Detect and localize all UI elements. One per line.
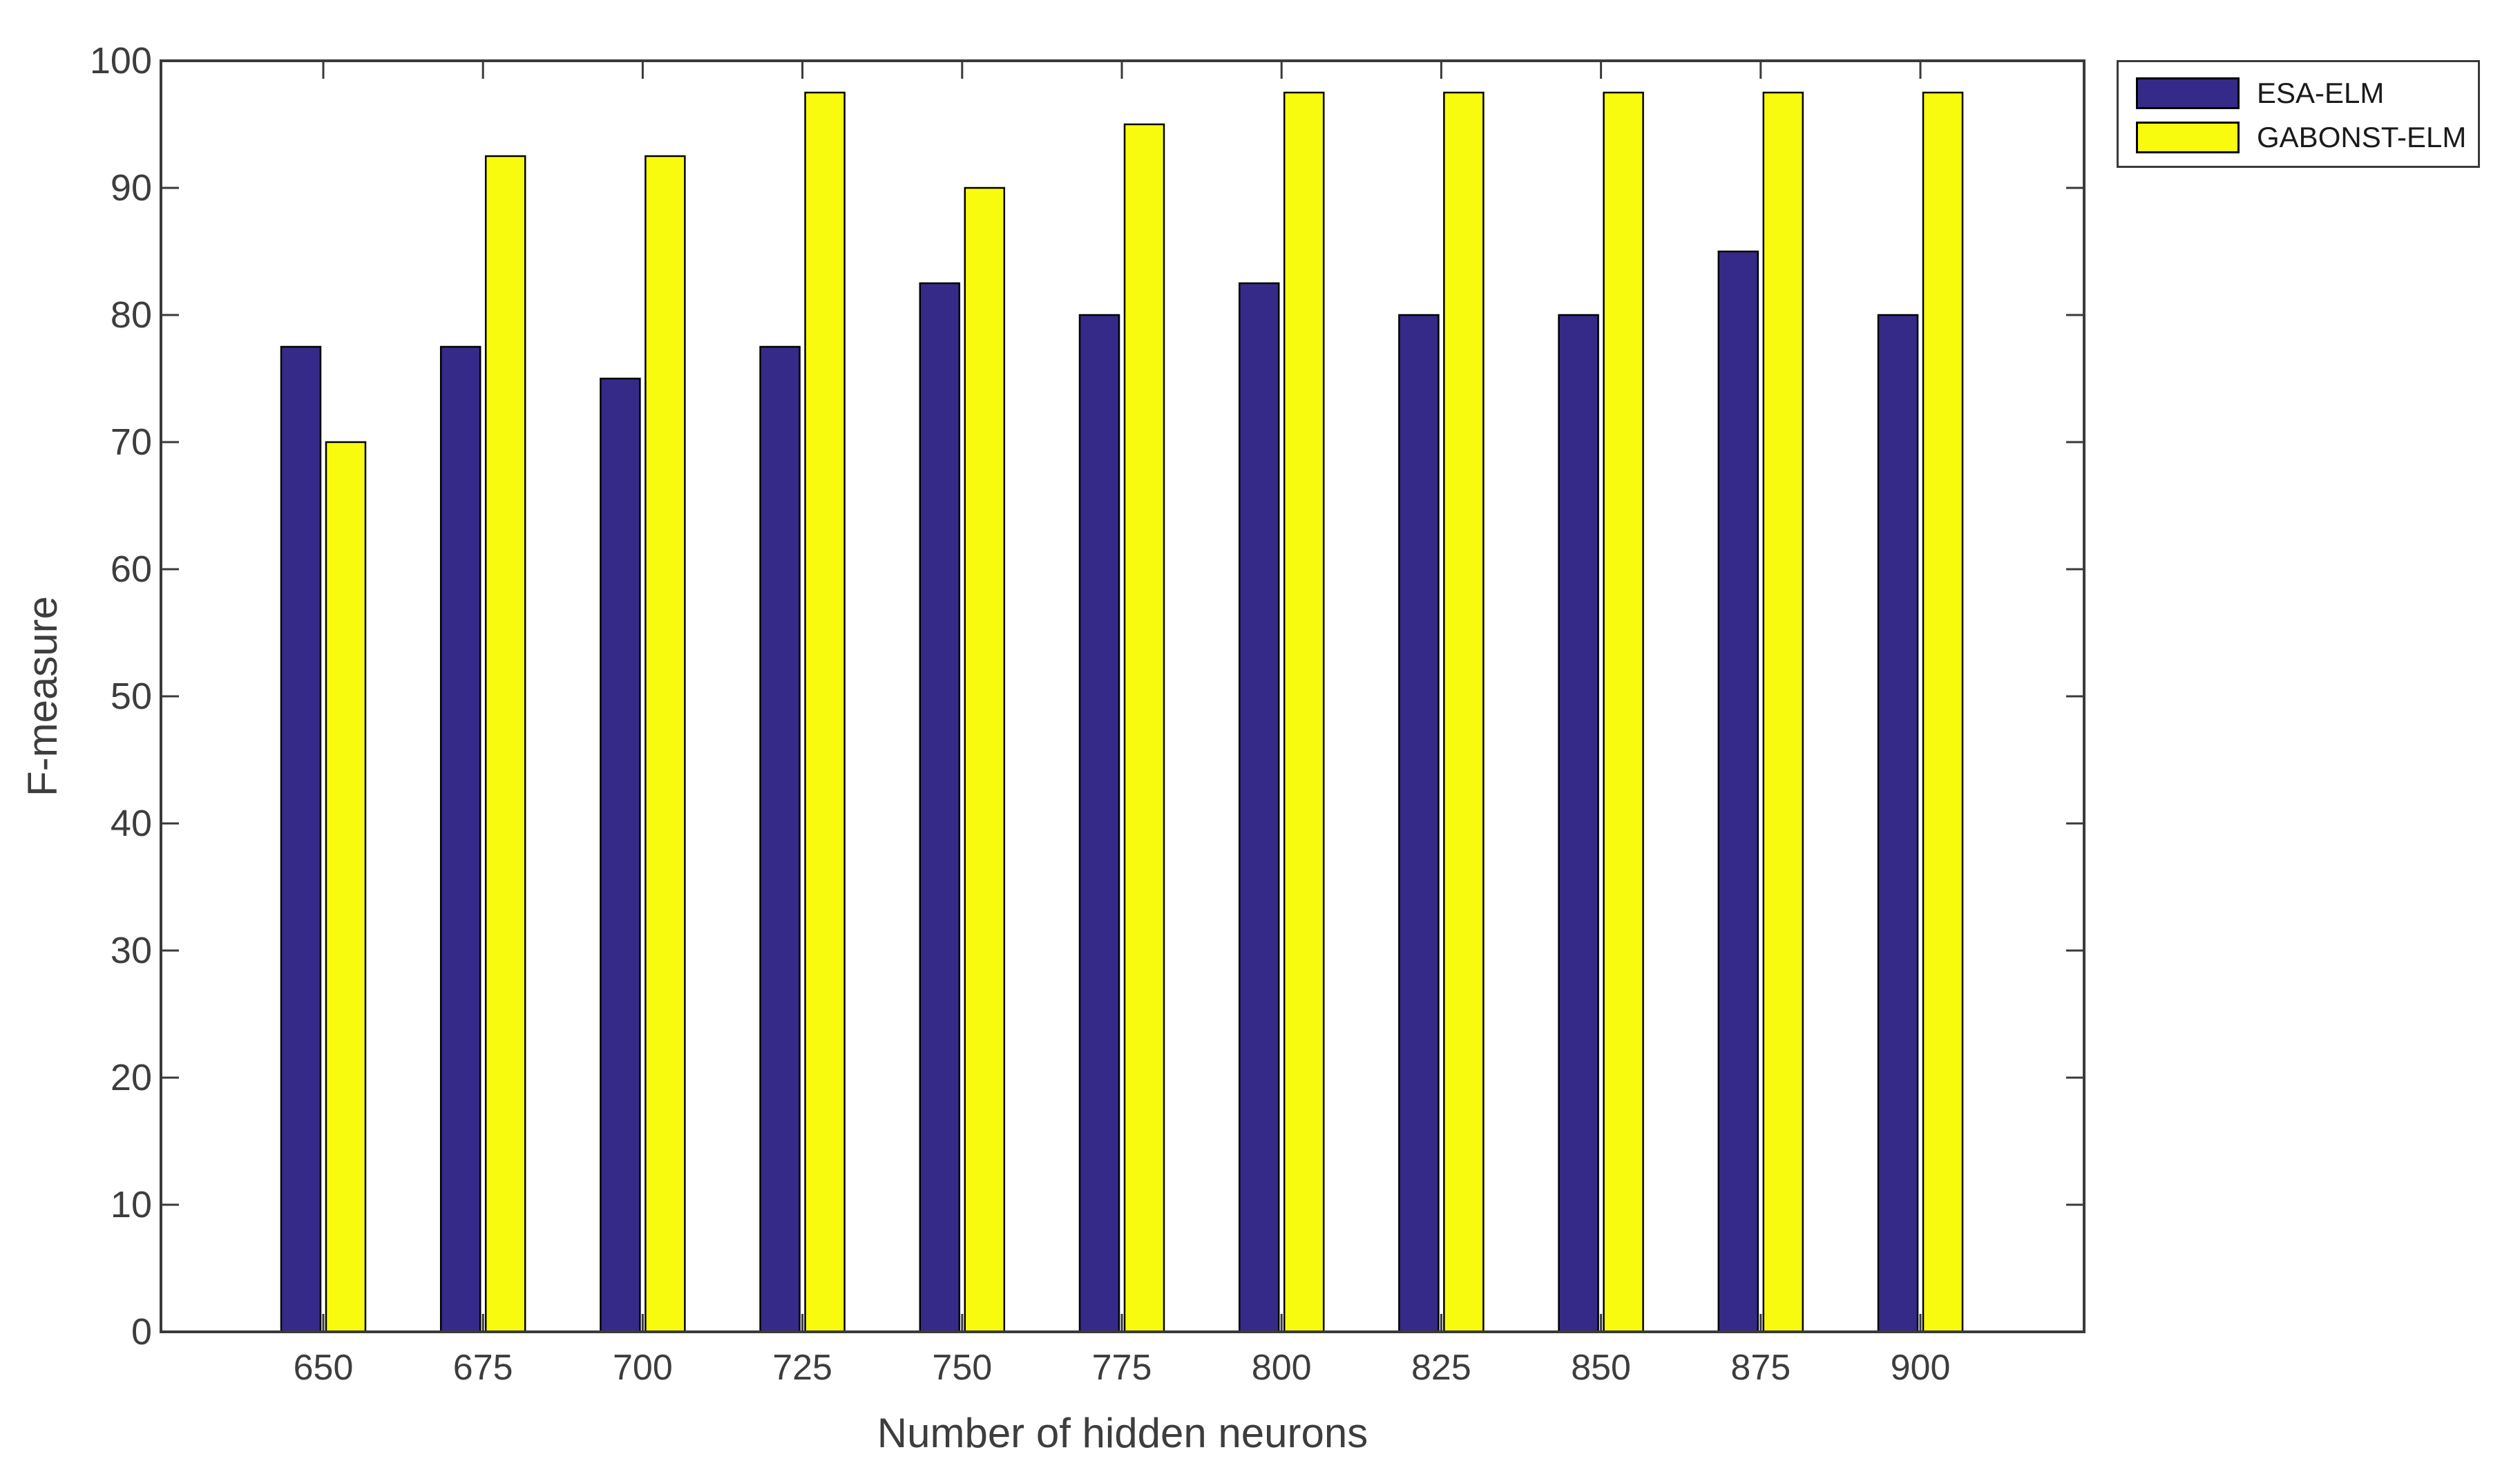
x-tick-label-800: 800 — [1251, 1348, 1312, 1388]
y-tick-label-0: 0 — [131, 1311, 152, 1353]
y-axis-title: F-measure — [19, 595, 66, 797]
bar-gabonst-elm-850 — [1603, 91, 1644, 1333]
bar-esa-elm-750 — [919, 282, 961, 1333]
x-tick-label-850: 850 — [1571, 1348, 1631, 1388]
legend: ESA-ELM GABONST-ELM — [2117, 60, 2480, 168]
bar-gabonst-elm-700 — [645, 155, 686, 1333]
bar-esa-elm-850 — [1558, 314, 1599, 1333]
bar-gabonst-elm-875 — [1762, 91, 1804, 1333]
y-tick-label-10: 10 — [110, 1184, 152, 1225]
bar-gabonst-elm-825 — [1443, 91, 1485, 1333]
x-tick-label-675: 675 — [452, 1348, 513, 1388]
x-tick-label-650: 650 — [293, 1348, 354, 1388]
y-tick-label-70: 70 — [110, 421, 152, 463]
bar-gabonst-elm-775 — [1123, 123, 1165, 1333]
bar-esa-elm-675 — [439, 345, 481, 1333]
legend-row-esa-elm: ESA-ELM — [2119, 77, 2478, 112]
bar-esa-elm-900 — [1877, 314, 1919, 1333]
bar-gabonst-elm-750 — [964, 187, 1006, 1333]
bar-esa-elm-775 — [1078, 314, 1120, 1333]
x-tick-label-775: 775 — [1091, 1348, 1152, 1388]
bar-gabonst-elm-800 — [1283, 91, 1325, 1333]
legend-row-gabonst-elm: GABONST-ELM — [2119, 122, 2478, 156]
y-tick-label-80: 80 — [110, 294, 152, 336]
plot-area — [160, 59, 2085, 1333]
bar-gabonst-elm-675 — [484, 155, 526, 1333]
y-tick-label-90: 90 — [110, 167, 152, 209]
bar-gabonst-elm-650 — [325, 441, 367, 1333]
y-tick-label-100: 100 — [89, 40, 152, 82]
x-tick-label-750: 750 — [932, 1348, 993, 1388]
legend-label-gabonst-elm: GABONST-ELM — [2257, 121, 2467, 153]
x-tick-label-725: 725 — [772, 1348, 832, 1388]
legend-swatch-gabonst-elm — [2136, 122, 2240, 153]
y-tick-label-60: 60 — [110, 548, 152, 590]
bar-esa-elm-825 — [1398, 314, 1440, 1333]
bar-esa-elm-650 — [280, 345, 322, 1333]
bar-gabonst-elm-900 — [1922, 91, 1964, 1333]
bar-esa-elm-875 — [1717, 250, 1759, 1333]
y-tick-label-20: 20 — [110, 1057, 152, 1098]
y-tick-label-50: 50 — [110, 676, 152, 717]
bar-esa-elm-725 — [759, 345, 801, 1333]
x-tick-label-900: 900 — [1890, 1348, 1951, 1388]
x-axis-title: Number of hidden neurons — [877, 1410, 1368, 1456]
legend-label-esa-elm: ESA-ELM — [2257, 77, 2385, 109]
bar-esa-elm-800 — [1238, 282, 1280, 1333]
x-tick-label-875: 875 — [1730, 1348, 1791, 1388]
x-tick-label-825: 825 — [1411, 1348, 1471, 1388]
y-tick-label-30: 30 — [110, 930, 152, 971]
bar-gabonst-elm-725 — [804, 91, 846, 1333]
plot-border — [160, 59, 2085, 1333]
bar-esa-elm-700 — [600, 377, 641, 1333]
y-tick-label-40: 40 — [110, 803, 152, 844]
legend-swatch-esa-elm — [2136, 77, 2240, 109]
x-tick-label-700: 700 — [613, 1348, 673, 1388]
